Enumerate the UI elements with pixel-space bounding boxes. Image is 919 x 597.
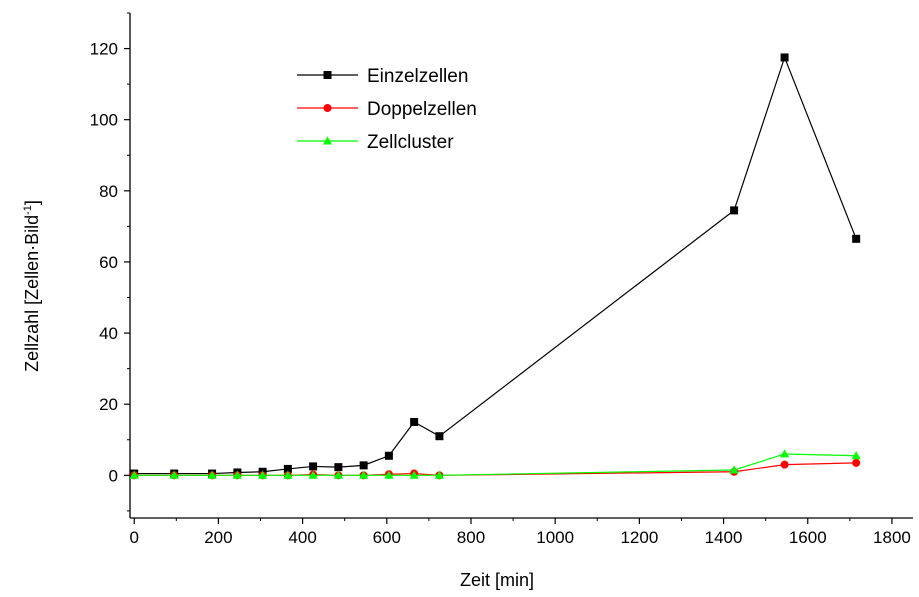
data-point: [434, 470, 445, 479]
data-point: [409, 470, 419, 479]
data-point: [334, 463, 343, 472]
legend-item: Doppelzellen: [297, 99, 477, 120]
y-axis-label-suffix: ]: [22, 200, 42, 205]
data-point: [435, 432, 444, 441]
data-point: [129, 470, 139, 479]
data-point: [169, 470, 179, 479]
data-point: [384, 470, 394, 479]
data-point: [730, 206, 739, 215]
x-tick-label: 1800: [873, 528, 911, 547]
legend-marker: [322, 136, 333, 145]
data-point: [207, 470, 217, 479]
series-zellcluster: [129, 449, 861, 479]
x-axis-label: Zeit [min]: [460, 570, 534, 590]
legend-label: Doppelzellen: [367, 99, 477, 120]
data-point: [283, 464, 292, 473]
data-point: [384, 451, 393, 460]
axes: 0 200 400 600 800 1000 1200 1400 1600 1800 0 20 40 60…: [90, 12, 913, 547]
legend-label: Zellcluster: [367, 132, 454, 153]
x-tick-label: 1000: [536, 528, 574, 547]
data-point: [780, 53, 789, 62]
data-point: [232, 470, 242, 479]
x-tick-label: 800: [457, 528, 485, 547]
x-tick-label: 1200: [620, 528, 658, 547]
data-point: [258, 470, 268, 479]
x-tick-label: 1600: [789, 528, 827, 547]
legend-item: Zellcluster: [297, 132, 454, 153]
x-tick-label: 200: [204, 528, 232, 547]
series-line: [134, 462, 857, 476]
data-point: [780, 460, 789, 469]
series-einzelzellen: [130, 53, 861, 478]
y-tick-label: 80: [99, 182, 118, 201]
legend-marker: [323, 71, 332, 79]
x-tick-label: 0: [129, 528, 138, 547]
x-tick-label: 1400: [705, 528, 743, 547]
y-tick-label: 100: [90, 111, 118, 130]
y-axis-label-superscript: -1: [22, 205, 34, 215]
legend-item: Einzelzellen: [297, 66, 468, 87]
data-point: [359, 470, 369, 479]
legend-marker: [323, 104, 332, 112]
y-axis-label: Zellzahl [Zellen·Bild-1]: [22, 200, 42, 372]
data-point: [333, 470, 343, 479]
y-tick-label: 120: [90, 40, 118, 59]
data-point: [308, 470, 318, 479]
y-axis-label-main: Zellzahl [Zellen·Bild: [22, 215, 42, 372]
data-point: [729, 465, 739, 474]
y-tick-label: 20: [99, 395, 118, 414]
y-tick-label: 0: [109, 466, 118, 485]
legend: Einzelzellen Doppelzellen Zellcluster: [297, 66, 477, 153]
data-point: [851, 451, 861, 460]
data-point: [852, 458, 861, 467]
legend-label: Einzelzellen: [367, 66, 468, 87]
data-point: [283, 470, 293, 479]
data-point: [780, 449, 790, 458]
x-tick-label: 600: [373, 528, 401, 547]
series-line: [134, 55, 857, 475]
y-tick-label: 60: [99, 253, 118, 272]
x-tick-label: 400: [288, 528, 316, 547]
y-tick-label: 40: [99, 324, 118, 343]
data-point: [852, 234, 861, 243]
series-layer: [129, 53, 861, 480]
data-point: [410, 417, 419, 426]
data-point: [359, 461, 368, 470]
data-point: [309, 462, 318, 471]
